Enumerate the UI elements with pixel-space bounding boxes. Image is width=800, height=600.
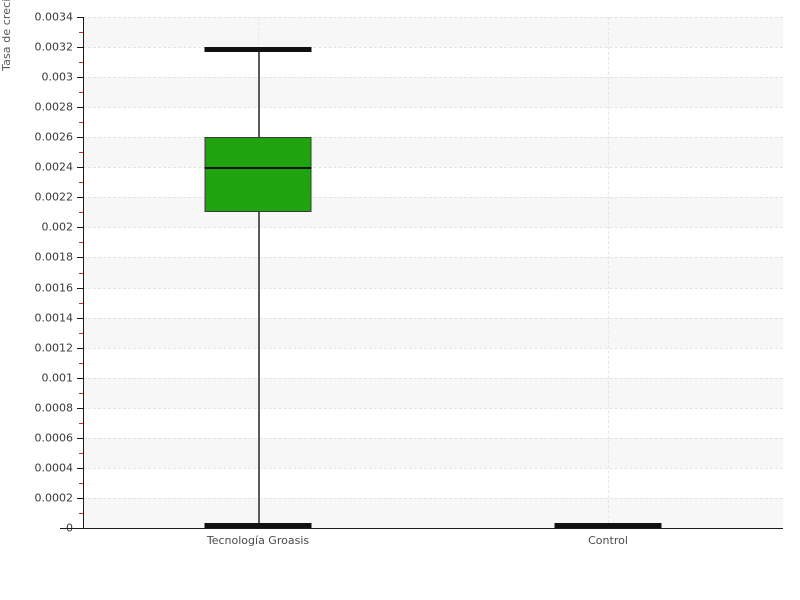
y-tick-major bbox=[77, 497, 83, 499]
whisker-line bbox=[258, 47, 260, 528]
plot-band bbox=[83, 17, 783, 48]
y-tick-minor bbox=[79, 482, 83, 484]
gridline-horizontal bbox=[83, 47, 783, 49]
y-tick-major bbox=[77, 17, 83, 18]
plot-band bbox=[83, 257, 783, 288]
plot-band bbox=[83, 377, 783, 408]
y-tick-label: 0.0016 bbox=[34, 281, 74, 295]
y-tick-major bbox=[77, 407, 83, 409]
gridline-horizontal bbox=[83, 167, 783, 169]
y-tick-major bbox=[77, 257, 83, 259]
y-tick-minor bbox=[79, 32, 83, 34]
gridline-horizontal bbox=[83, 377, 783, 379]
y-tick-label: 0.0022 bbox=[34, 190, 74, 204]
y-tick-major bbox=[77, 47, 83, 49]
gridline-horizontal bbox=[83, 227, 783, 229]
median-line bbox=[204, 167, 312, 170]
whisker-cap-upper bbox=[204, 47, 312, 53]
plot-band bbox=[83, 437, 783, 468]
gridline-horizontal bbox=[83, 257, 783, 259]
y-tick-label: 0.0006 bbox=[34, 431, 74, 445]
plot-band bbox=[83, 317, 783, 348]
y-tick-label: 0.0004 bbox=[34, 461, 74, 475]
y-tick-minor bbox=[79, 302, 83, 304]
y-tick-major bbox=[77, 437, 83, 439]
y-tick-minor bbox=[79, 512, 83, 514]
x-tick-label: Tecnología Groasis bbox=[206, 534, 310, 547]
gridline-horizontal bbox=[83, 287, 783, 289]
y-tick-minor bbox=[79, 212, 83, 214]
y-tick-minor bbox=[79, 122, 83, 124]
y-tick-label: 0.0012 bbox=[34, 341, 74, 355]
y-tick-major bbox=[77, 467, 83, 469]
y-tick-minor bbox=[79, 392, 83, 394]
x-axis-line bbox=[60, 528, 783, 529]
y-tick-label: 0.0014 bbox=[34, 311, 74, 325]
y-tick-major bbox=[77, 197, 83, 199]
gridline-horizontal bbox=[83, 107, 783, 109]
y-tick-major bbox=[77, 107, 83, 109]
y-tick-label: 0.0024 bbox=[34, 160, 74, 174]
y-tick-label: 0.0018 bbox=[34, 250, 74, 264]
box-rect bbox=[204, 137, 312, 213]
y-tick-minor bbox=[79, 332, 83, 334]
y-tick-major bbox=[77, 227, 83, 229]
y-tick-major bbox=[77, 347, 83, 349]
plot-band bbox=[83, 77, 783, 108]
plot-band bbox=[83, 497, 783, 528]
y-tick-label: 0.0028 bbox=[34, 100, 74, 114]
y-tick-label: 0.003 bbox=[41, 70, 74, 84]
gridline-horizontal bbox=[83, 437, 783, 439]
y-axis-line bbox=[83, 17, 84, 528]
gridline-horizontal bbox=[83, 347, 783, 349]
y-tick-label: 0.0034 bbox=[34, 10, 74, 24]
plot-band bbox=[83, 197, 783, 228]
gridline-horizontal bbox=[83, 407, 783, 409]
y-tick-major bbox=[77, 287, 83, 289]
whisker-cap-lower bbox=[204, 523, 312, 528]
y-tick-minor bbox=[79, 422, 83, 424]
gridline-horizontal bbox=[83, 467, 783, 469]
y-tick-minor bbox=[79, 152, 83, 154]
y-tick-major bbox=[77, 317, 83, 319]
y-tick-minor bbox=[79, 272, 83, 274]
y-tick-major bbox=[77, 167, 83, 169]
y-tick-minor bbox=[79, 362, 83, 364]
box-rect-flat bbox=[554, 523, 662, 529]
gridline-horizontal bbox=[83, 17, 783, 18]
gridline-horizontal bbox=[83, 137, 783, 139]
y-tick-label: 0.0008 bbox=[34, 401, 74, 415]
y-tick-major bbox=[77, 77, 83, 79]
y-tick-minor bbox=[79, 182, 83, 184]
gridline-horizontal bbox=[83, 197, 783, 199]
y-tick-major bbox=[77, 377, 83, 379]
y-tick-label: 0.0026 bbox=[34, 130, 74, 144]
y-tick-label: 0.0002 bbox=[34, 491, 74, 505]
y-tick-minor bbox=[79, 92, 83, 94]
plot-area bbox=[83, 17, 783, 529]
y-tick-minor bbox=[79, 452, 83, 454]
y-tick-minor bbox=[79, 242, 83, 244]
y-tick-minor bbox=[79, 62, 83, 64]
gridline-horizontal bbox=[83, 317, 783, 319]
y-tick-label: 0.002 bbox=[41, 220, 74, 234]
y-tick-label: 0.001 bbox=[41, 371, 74, 385]
y-tick-major bbox=[77, 137, 83, 139]
gridline-horizontal bbox=[83, 77, 783, 79]
plot-band bbox=[83, 137, 783, 168]
y-tick-label: 0.0032 bbox=[34, 40, 74, 54]
gridline-horizontal bbox=[83, 497, 783, 499]
gridline-vertical bbox=[608, 17, 609, 528]
x-tick-label: Control bbox=[588, 534, 628, 547]
